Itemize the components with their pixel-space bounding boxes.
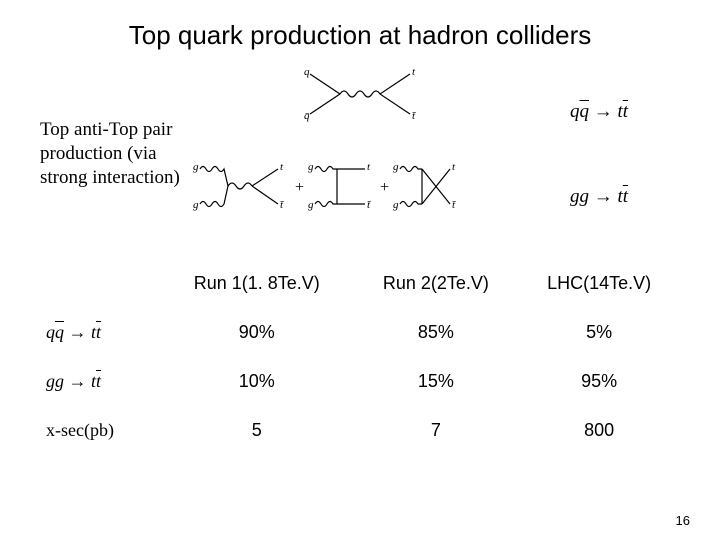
cell: 800 <box>518 406 680 455</box>
svg-text:t: t <box>280 161 284 173</box>
svg-text:+: + <box>295 179 304 196</box>
upper-section: Top anti-Top pair production (via strong… <box>40 69 680 239</box>
cell: 95% <box>518 357 680 406</box>
cell: 15% <box>354 357 519 406</box>
cell: 90% <box>160 308 354 357</box>
header-run1: Run 1(1. 8Te.V) <box>160 259 354 308</box>
cell: 5% <box>518 308 680 357</box>
description-text: Top anti-Top pair production (via strong… <box>40 118 200 189</box>
svg-text:t: t <box>367 161 371 173</box>
header-run2: Run 2(2Te.V) <box>354 259 519 308</box>
rowlabel-xsec: x-sec(pb) <box>40 406 160 455</box>
svg-text:q: q <box>304 66 310 78</box>
svg-text:t̄: t̄ <box>412 110 416 122</box>
cell: 5 <box>160 406 354 455</box>
svg-text:g: g <box>193 161 199 173</box>
table-row-gg: gg → tt 10% 15% 95% <box>40 357 680 406</box>
svg-text:t̄: t̄ <box>280 199 284 211</box>
formula-column: qq → tt gg → tt <box>560 69 680 239</box>
svg-text:g: g <box>308 199 314 211</box>
formula-gg: gg → tt <box>570 186 680 208</box>
table-row-qq: qq → tt 90% 85% 5% <box>40 308 680 357</box>
svg-text:t: t <box>452 161 456 173</box>
svg-text:g: g <box>308 161 314 173</box>
svg-text:q̄: q̄ <box>304 110 310 122</box>
rowlabel-gg: gg → tt <box>40 357 160 406</box>
svg-text:+: + <box>380 179 389 196</box>
svg-text:g: g <box>393 161 399 173</box>
feynman-diagrams: q q̄ t t̄ g g t t̄ + <box>200 69 560 239</box>
svg-text:g: g <box>393 199 399 211</box>
table-row-xsec: x-sec(pb) 5 7 800 <box>40 406 680 455</box>
svg-text:t̄: t̄ <box>367 199 371 211</box>
svg-text:t: t <box>412 66 416 78</box>
formula-qqbar: qq → tt <box>570 101 680 123</box>
page-title: Top quark production at hadron colliders <box>40 20 680 51</box>
cell: 10% <box>160 357 354 406</box>
cell: 7 <box>354 406 519 455</box>
svg-text:t̄: t̄ <box>452 199 456 211</box>
page-number: 16 <box>676 513 690 528</box>
header-blank <box>40 259 160 308</box>
cell: 85% <box>354 308 519 357</box>
header-lhc: LHC(14Te.V) <box>518 259 680 308</box>
rowlabel-qq: qq → tt <box>40 308 160 357</box>
production-table: Run 1(1. 8Te.V) Run 2(2Te.V) LHC(14Te.V)… <box>40 259 680 455</box>
svg-text:g: g <box>193 199 199 211</box>
table-header-row: Run 1(1. 8Te.V) Run 2(2Te.V) LHC(14Te.V) <box>40 259 680 308</box>
